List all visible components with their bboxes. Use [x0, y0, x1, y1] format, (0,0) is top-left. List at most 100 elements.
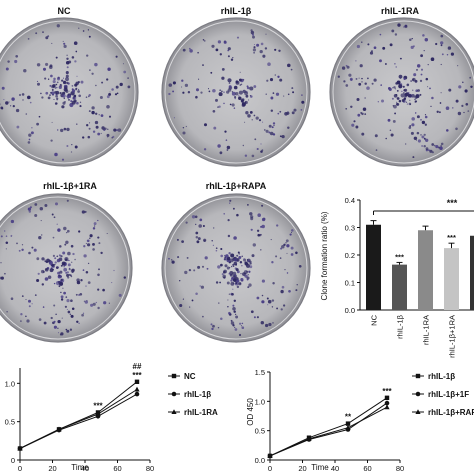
colony: [66, 231, 68, 234]
colony: [98, 268, 100, 271]
colony: [440, 41, 444, 45]
colony: [87, 243, 91, 247]
colony: [377, 101, 379, 103]
colony: [268, 124, 272, 128]
colony: [412, 156, 415, 159]
colony: [83, 245, 86, 248]
culture-dish: [161, 17, 311, 167]
colony: [182, 48, 186, 52]
colony: [406, 83, 410, 87]
colony: [36, 80, 39, 82]
colony: [227, 306, 229, 308]
marker-triangle: [345, 424, 351, 430]
colony: [384, 63, 387, 65]
colony: [232, 307, 236, 311]
colony: [439, 146, 443, 151]
colony: [170, 259, 173, 261]
colony: [374, 134, 378, 138]
colony: [66, 66, 69, 69]
colony: [467, 110, 470, 112]
colony: [62, 251, 66, 255]
colony: [42, 31, 44, 33]
line-annotation: **: [345, 413, 352, 422]
colony: [230, 279, 233, 282]
colony: [253, 51, 255, 54]
colony: [419, 79, 423, 83]
colony: [267, 62, 271, 66]
colony: [231, 276, 234, 280]
colony: [282, 304, 286, 307]
colony: [409, 38, 412, 41]
line-y-tick-label: 1.0: [5, 379, 15, 388]
colony: [298, 264, 302, 268]
colony: [58, 285, 61, 288]
colony: [95, 84, 97, 87]
dish-plate: [0, 17, 139, 167]
colony: [409, 124, 412, 127]
colony: [53, 77, 56, 81]
colony: [288, 289, 291, 293]
colony: [60, 275, 62, 278]
colony: [168, 83, 173, 87]
colony: [230, 265, 233, 268]
colony: [441, 53, 444, 56]
marker-square: [171, 373, 177, 379]
colony: [189, 49, 193, 53]
colony: [71, 143, 73, 146]
marker-square: [134, 379, 140, 384]
colony: [220, 317, 223, 321]
colony: [78, 322, 80, 324]
colony: [420, 68, 424, 71]
colony: [63, 291, 66, 295]
colony: [182, 91, 185, 94]
colony: [76, 101, 79, 105]
colony: [260, 42, 264, 46]
colony: [193, 269, 196, 272]
dish-label-rhil1b: rhIL-1β: [221, 6, 252, 16]
colony: [227, 234, 231, 238]
culture-dish: [0, 193, 133, 343]
colony: [247, 274, 249, 276]
culture-dish: [161, 193, 311, 343]
line-y-tick-label: 1.0: [255, 397, 265, 406]
line-y-tick-label: 0.5: [5, 418, 15, 427]
colony: [5, 101, 9, 105]
colony: [422, 34, 425, 37]
colony: [195, 292, 198, 296]
colony: [389, 129, 392, 131]
colony: [86, 124, 89, 127]
colony: [47, 96, 51, 100]
dish-rim: [0, 196, 130, 340]
colony: [93, 225, 96, 227]
colony: [5, 67, 9, 71]
colony: [127, 85, 131, 89]
legend-label: rhIL-1β+RAPA: [428, 408, 474, 417]
colony: [107, 67, 111, 71]
colony: [37, 272, 40, 275]
colony: [435, 145, 439, 149]
colony: [55, 313, 57, 315]
colony: [27, 141, 31, 144]
colony: [54, 152, 58, 157]
colony: [44, 259, 46, 261]
colony: [224, 130, 227, 133]
colony: [349, 77, 353, 81]
colony: [63, 266, 65, 268]
colony: [21, 295, 24, 297]
colony: [5, 241, 9, 245]
colony: [455, 99, 459, 103]
colony: [230, 281, 235, 286]
colony: [191, 215, 196, 219]
colony: [200, 91, 203, 94]
line-annotation: ***: [382, 387, 392, 396]
colony: [74, 60, 77, 63]
colony: [416, 64, 421, 68]
colony: [70, 275, 73, 278]
colony: [420, 134, 422, 136]
colony: [61, 317, 63, 319]
colony: [423, 133, 426, 136]
colony: [229, 266, 231, 269]
colony: [259, 49, 263, 54]
colony: [85, 285, 87, 287]
colony: [10, 297, 14, 300]
